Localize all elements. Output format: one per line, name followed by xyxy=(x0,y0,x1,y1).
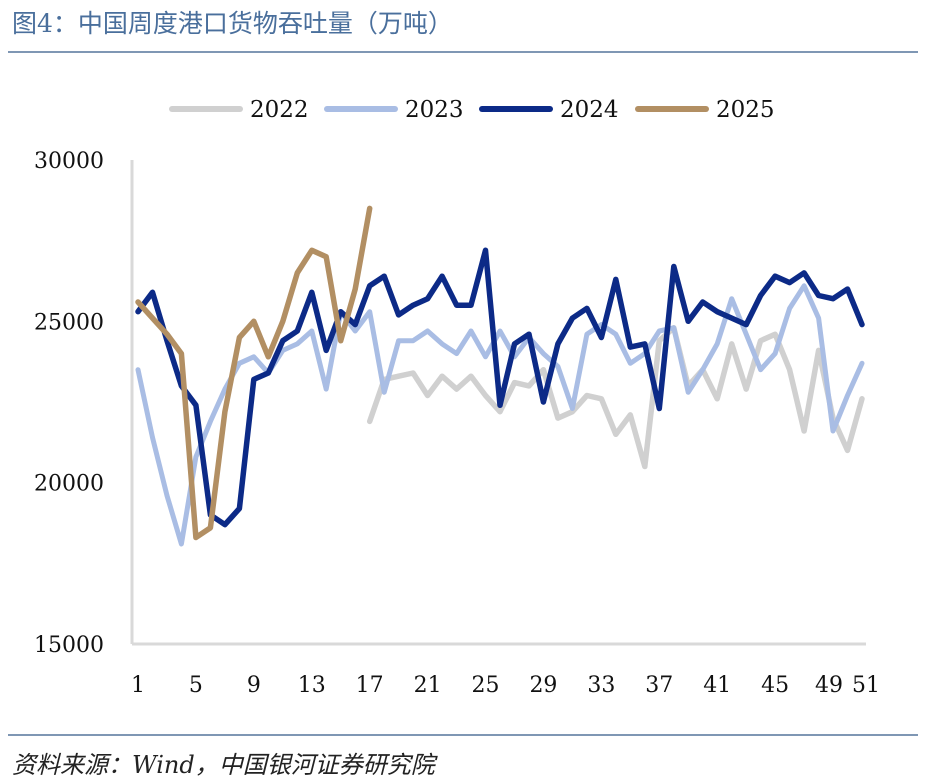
y-tick-label: 30000 xyxy=(34,149,104,174)
legend-label-2022: 2022 xyxy=(250,97,309,123)
series-line-2022 xyxy=(366,325,865,470)
series-line-2025 xyxy=(135,205,373,541)
x-tick-label: 9 xyxy=(247,673,261,698)
y-tick-label: 15000 xyxy=(34,633,104,658)
series-layer xyxy=(135,205,865,547)
x-tick-label: 29 xyxy=(529,673,557,698)
x-tick-label: 17 xyxy=(356,673,384,698)
chart-axes: 15000 20000 25000 30000 1 5 9 13 17 21 25 29 33 37 41 4… xyxy=(34,149,880,698)
y-tick-label: 25000 xyxy=(34,310,104,335)
x-tick-label: 5 xyxy=(189,673,203,698)
series-line-2024 xyxy=(135,247,865,528)
y-tick-label: 20000 xyxy=(34,472,104,497)
series-line-2023 xyxy=(135,283,865,547)
bottom-divider xyxy=(8,734,918,736)
x-tick-label: 1 xyxy=(131,673,145,698)
legend-label-2023: 2023 xyxy=(405,97,464,123)
chart-title: 图4：中国周度港口货物吞吐量（万吨） xyxy=(12,9,453,38)
x-tick-label: 25 xyxy=(472,673,500,698)
legend-label-2025: 2025 xyxy=(716,97,775,123)
x-tick-label: 41 xyxy=(703,673,731,698)
legend-label-2024: 2024 xyxy=(560,97,619,123)
chart-legend: 2022 2023 2024 2025 xyxy=(169,97,775,123)
x-tick-label: 13 xyxy=(298,673,326,698)
x-tick-label: 33 xyxy=(587,673,615,698)
x-tick-label: 21 xyxy=(414,673,442,698)
source-note: 资料来源：Wind，中国银河证券研究院 xyxy=(12,751,435,779)
x-tick-label: 51 xyxy=(852,673,880,698)
top-divider xyxy=(8,51,918,53)
x-tick-label: 37 xyxy=(645,673,673,698)
x-tick-label: 45 xyxy=(761,673,789,698)
x-tick-label: 49 xyxy=(815,673,843,698)
